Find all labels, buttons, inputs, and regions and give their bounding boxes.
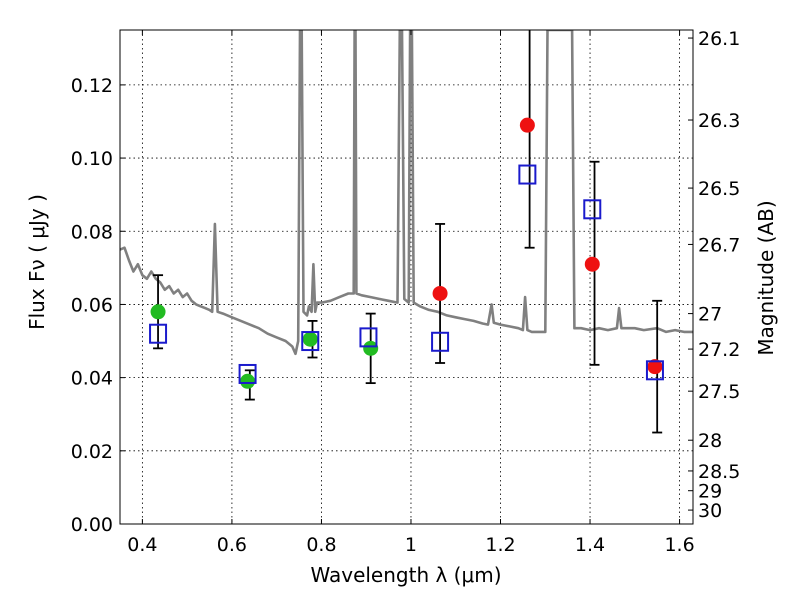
y-tick-label: 0.06 — [71, 294, 113, 316]
x-tick-label: 0.8 — [306, 534, 336, 556]
x-tick-label: 1.2 — [485, 534, 515, 556]
square-point — [359, 327, 378, 348]
right-axis-label: Magnitude (AB) — [754, 200, 778, 355]
y-tick-label: 0.02 — [71, 441, 113, 463]
square-point — [431, 331, 450, 352]
square-point — [518, 164, 537, 185]
square-point — [301, 331, 320, 352]
y-tick-label: 0.12 — [71, 75, 113, 97]
right-tick-label: 29 — [698, 481, 722, 503]
y-tick-label: 0.08 — [71, 221, 113, 243]
model-spectrum — [120, 30, 693, 356]
circle-point — [240, 373, 256, 389]
circle-point — [432, 285, 448, 301]
grid — [120, 30, 693, 524]
square-point — [238, 363, 257, 384]
right-tick-label: 30 — [698, 500, 722, 522]
right-tick-label: 26.5 — [698, 178, 740, 200]
circle-point — [363, 340, 379, 356]
right-tick-label: 27.5 — [698, 381, 740, 403]
square-point — [149, 323, 168, 344]
circle-point — [150, 304, 166, 320]
y-tick-label: 0.10 — [71, 148, 113, 170]
circle-point — [519, 117, 535, 133]
right-tick-label: 26.7 — [698, 234, 740, 256]
axis-ticks: 0.4 0.6 0.8 1 1.2 1.4 1.6 0.00 0.02 0.04 0.06 0.08 0… — [71, 28, 741, 556]
y-tick-label: 0.00 — [71, 514, 113, 536]
circle-point — [302, 331, 318, 347]
square-point — [583, 199, 602, 220]
spectrum-line — [120, 30, 693, 356]
right-tick-label: 26.3 — [698, 110, 740, 132]
right-tick-label: 27 — [698, 304, 722, 326]
right-tick-label: 26.1 — [698, 28, 740, 50]
square-point — [645, 360, 664, 381]
plot-frame — [119, 29, 694, 525]
right-tick-label: 28.5 — [698, 461, 740, 483]
right-tick-label: 27.2 — [698, 339, 740, 361]
data-markers — [149, 117, 664, 389]
x-tick-label: 0.6 — [217, 534, 247, 556]
y-tick-label: 0.04 — [71, 368, 113, 390]
y-axis-label: Flux Fν ( μJy ) — [25, 194, 49, 330]
x-axis-label: Wavelength λ (μm) — [310, 563, 501, 587]
circle-point — [584, 256, 600, 272]
x-tick-label: 1 — [405, 534, 417, 556]
right-tick-label: 28 — [698, 430, 722, 452]
circle-point — [647, 359, 663, 375]
x-tick-label: 1.4 — [575, 534, 605, 556]
x-tick-label: 1.6 — [664, 534, 694, 556]
x-tick-label: 0.4 — [127, 534, 157, 556]
